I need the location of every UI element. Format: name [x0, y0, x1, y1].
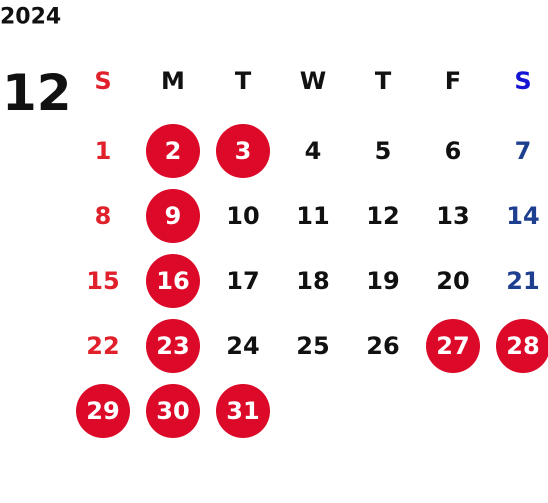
day: 31	[226, 397, 259, 425]
month: 12	[2, 64, 72, 122]
day: 8	[95, 202, 112, 230]
weekday: M	[161, 67, 185, 95]
day: 6	[445, 137, 462, 165]
day: 23	[156, 332, 189, 360]
day: 25	[296, 332, 329, 360]
day: 12	[366, 202, 399, 230]
day: 2	[165, 137, 182, 165]
holiday-marker	[216, 124, 270, 178]
day: 3	[235, 137, 252, 165]
day: 18	[296, 267, 329, 295]
holiday-marker	[496, 319, 548, 373]
day: 11	[296, 202, 329, 230]
holiday-marker	[426, 319, 480, 373]
holiday-marker	[146, 319, 200, 373]
holiday-marker	[216, 384, 270, 438]
weekday: T	[235, 67, 252, 95]
holiday-marker	[146, 254, 200, 308]
weekday: S	[94, 67, 111, 95]
day: 20	[436, 267, 469, 295]
day: 24	[226, 332, 259, 360]
day: 1	[95, 137, 112, 165]
day: 14	[506, 202, 539, 230]
day: 15	[86, 267, 119, 295]
year: 2024	[0, 5, 61, 30]
day: 26	[366, 332, 399, 360]
day: 17	[226, 267, 259, 295]
holiday-marker	[76, 384, 130, 438]
day: 5	[375, 137, 392, 165]
day: 30	[156, 397, 189, 425]
holiday-marker	[146, 124, 200, 178]
weekday: F	[445, 67, 461, 95]
weekday: T	[375, 67, 392, 95]
day: 10	[226, 202, 259, 230]
day: 29	[86, 397, 119, 425]
day: 16	[156, 267, 189, 295]
day: 19	[366, 267, 399, 295]
weekday: S	[514, 67, 531, 95]
day: 22	[86, 332, 119, 360]
day: 7	[515, 137, 532, 165]
day: 27	[436, 332, 469, 360]
holiday-marker	[146, 384, 200, 438]
day: 13	[436, 202, 469, 230]
day: 21	[506, 267, 539, 295]
day: 4	[305, 137, 322, 165]
day: 9	[165, 202, 182, 230]
weekday: W	[300, 67, 326, 95]
holiday-marker	[146, 189, 200, 243]
day: 28	[506, 332, 539, 360]
